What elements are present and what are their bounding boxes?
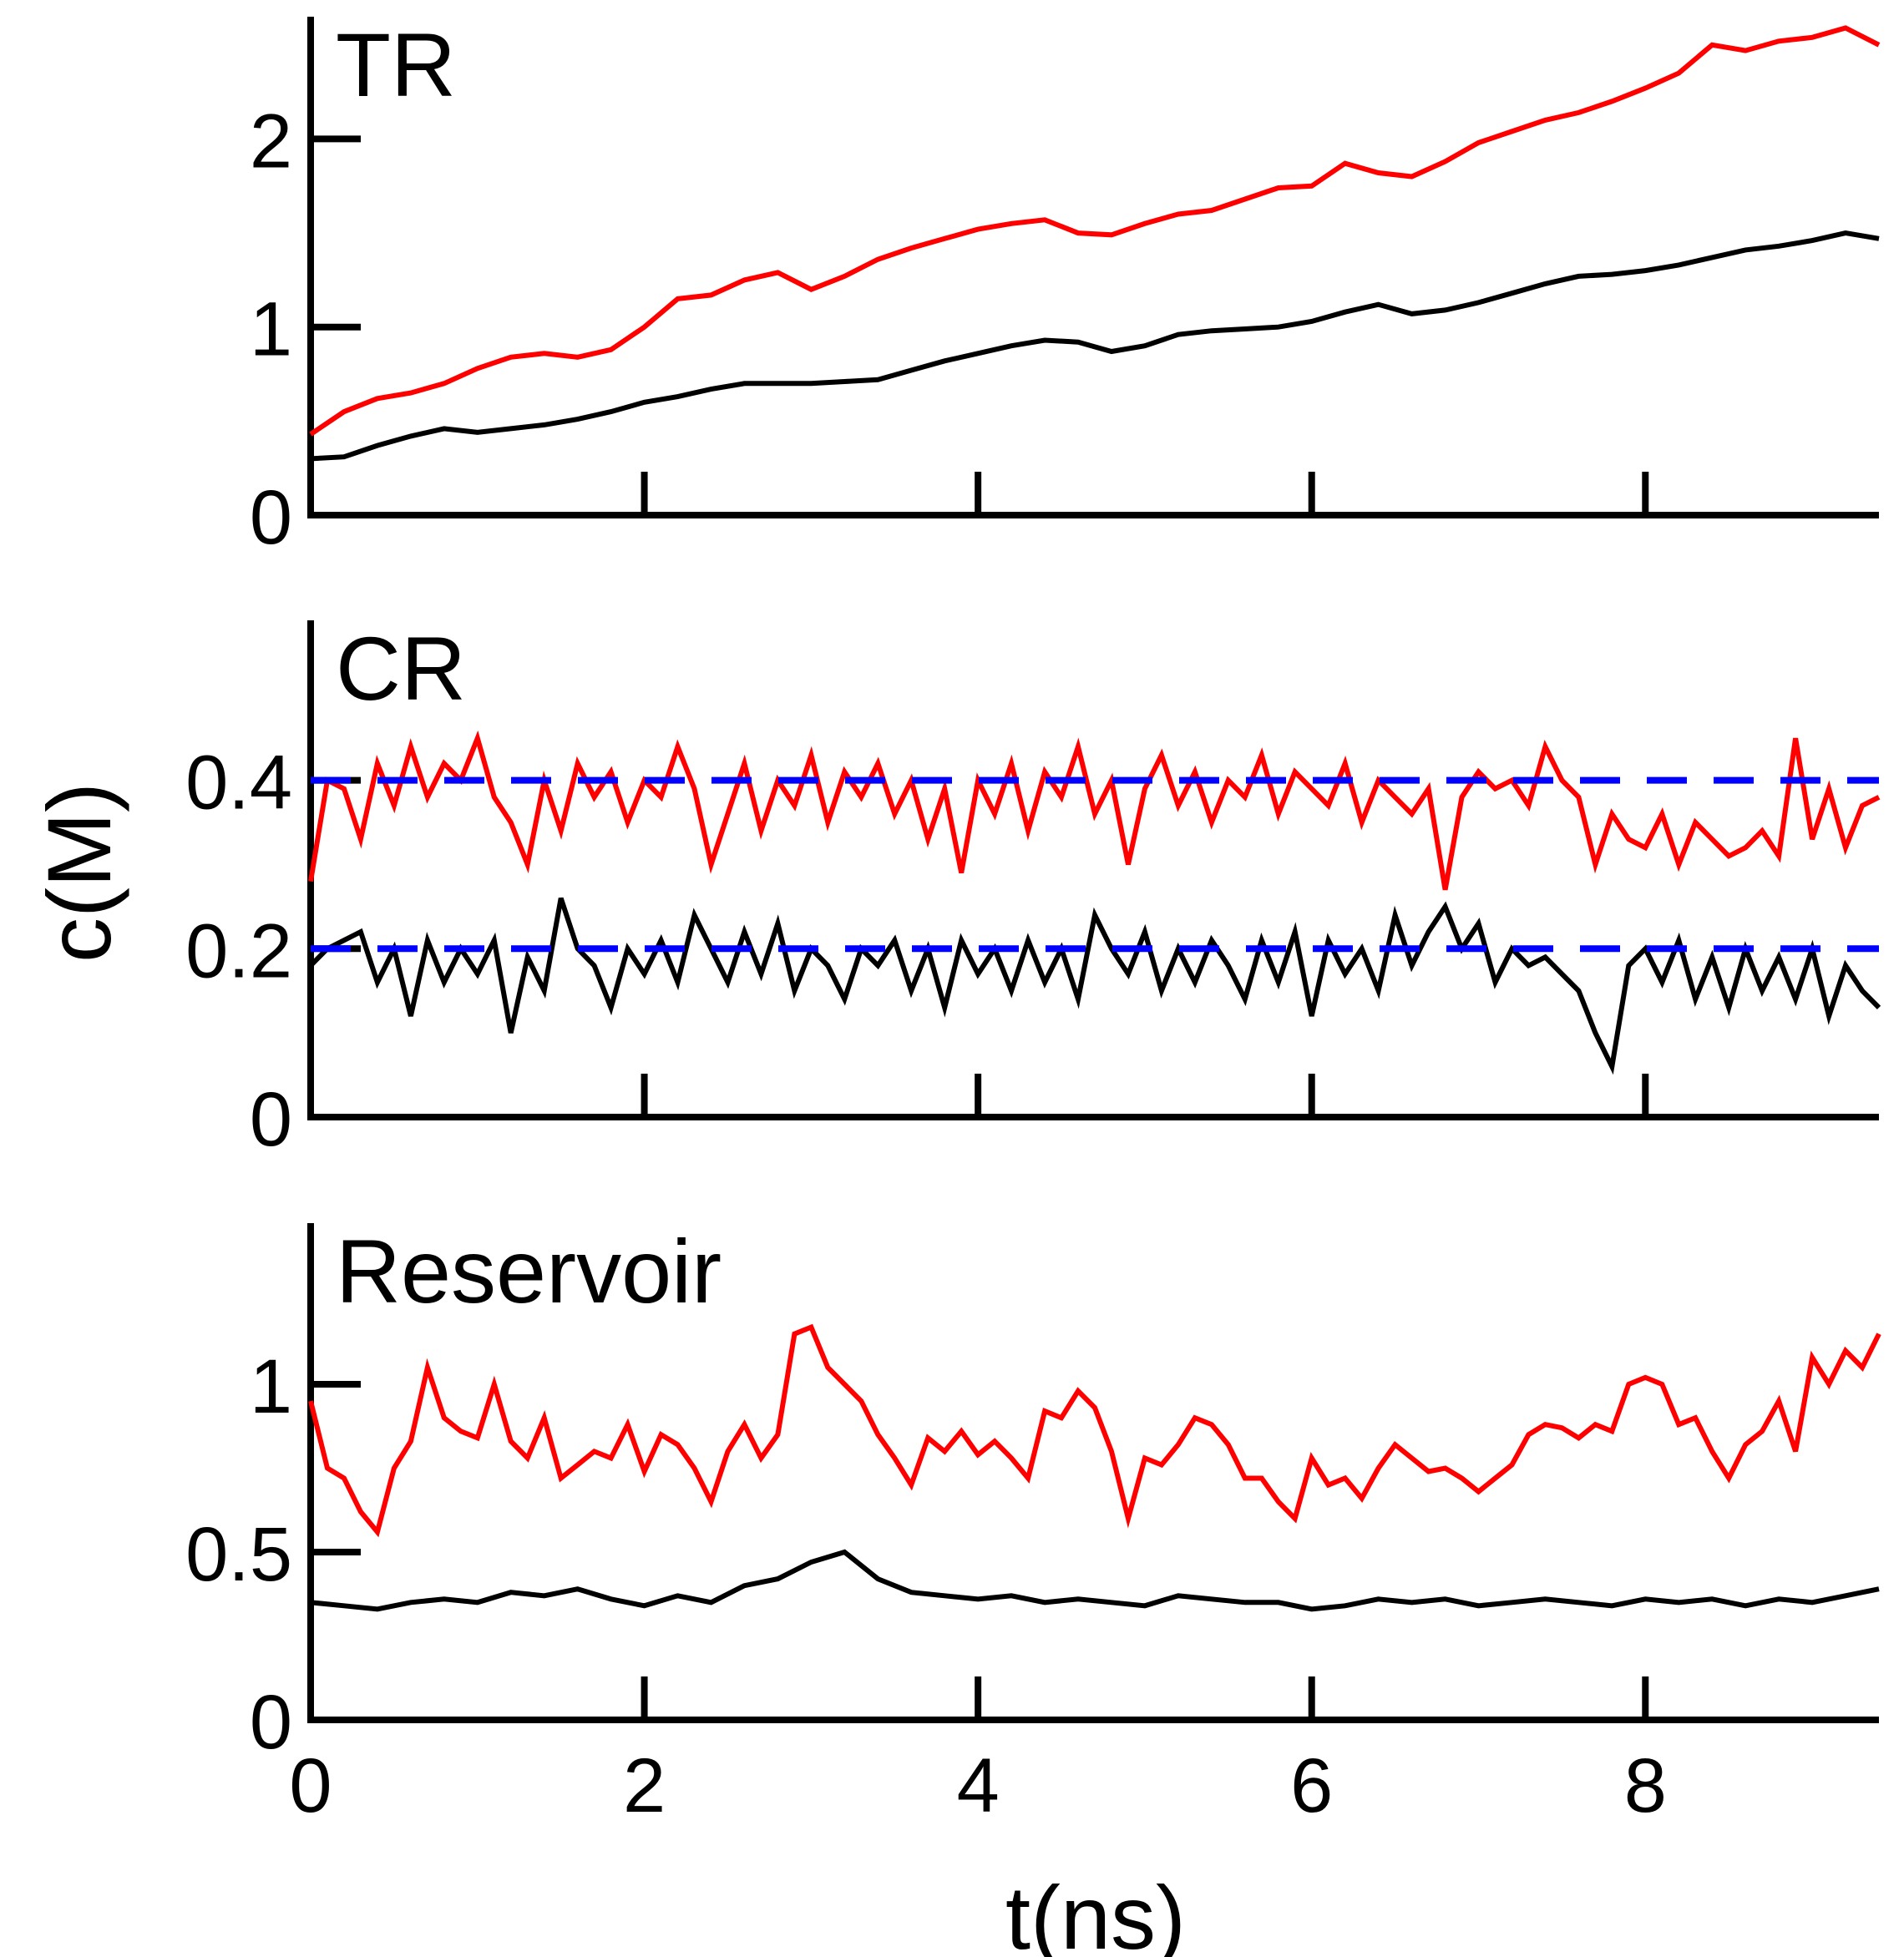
y-tick-label: 1 xyxy=(250,287,292,372)
y-tick-label: 0 xyxy=(250,475,292,560)
series-line-black xyxy=(308,897,1881,1075)
y-axis-label: c(M) xyxy=(28,782,129,963)
series-line-black xyxy=(310,1549,1880,1612)
y-tick-label: 2 xyxy=(250,99,292,184)
x-tick-label: 4 xyxy=(957,1743,1000,1828)
y-tick-label: 0 xyxy=(250,1077,292,1162)
y-tick-label: 1 xyxy=(250,1344,292,1429)
panel-tr: 0 1 2 TR xyxy=(250,14,1881,560)
panel-title: CR xyxy=(336,618,466,719)
panel-title: Reservoir xyxy=(336,1221,722,1322)
y-tick-label: 0 xyxy=(250,1680,292,1765)
panel-cr: 0 0.2 0.4 CR xyxy=(185,618,1881,1162)
x-tick-label: 6 xyxy=(1290,1743,1333,1828)
panel-reservoir: 0 0.5 1 Reservoir xyxy=(185,1221,1881,1765)
x-tick-label: 8 xyxy=(1624,1743,1667,1828)
series-line-black xyxy=(310,230,1880,462)
y-tick-label: 0.5 xyxy=(185,1512,292,1597)
panel-title: TR xyxy=(336,14,456,115)
x-axis-label: t(ns) xyxy=(1005,1867,1186,1957)
y-tick-label: 0.2 xyxy=(185,908,292,994)
series-line-red xyxy=(308,730,1881,891)
y-tick-label: 0.4 xyxy=(185,741,292,826)
x-tick-label: 2 xyxy=(623,1743,666,1828)
series-line-red xyxy=(308,1323,1881,1538)
x-tick-label: 0 xyxy=(289,1743,332,1828)
series-line-red xyxy=(309,25,1881,437)
